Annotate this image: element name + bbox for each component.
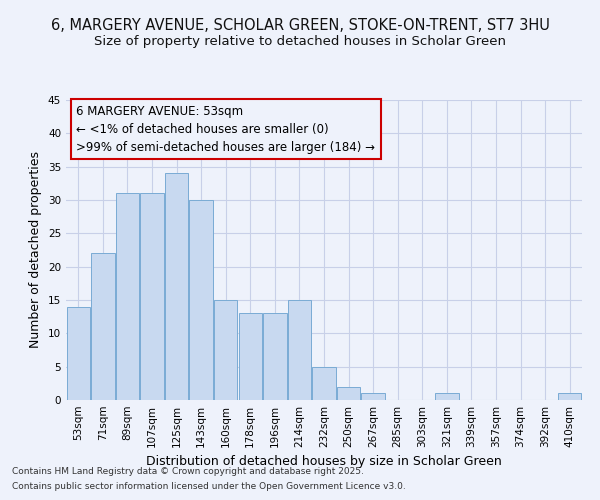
- Text: 6, MARGERY AVENUE, SCHOLAR GREEN, STOKE-ON-TRENT, ST7 3HU: 6, MARGERY AVENUE, SCHOLAR GREEN, STOKE-…: [50, 18, 550, 32]
- Bar: [337, 386, 360, 400]
- X-axis label: Distribution of detached houses by size in Scholar Green: Distribution of detached houses by size …: [146, 456, 502, 468]
- Bar: [361, 394, 385, 400]
- Bar: [239, 314, 262, 400]
- Bar: [67, 306, 90, 400]
- Text: 6 MARGERY AVENUE: 53sqm
← <1% of detached houses are smaller (0)
>99% of semi-de: 6 MARGERY AVENUE: 53sqm ← <1% of detache…: [76, 104, 376, 154]
- Bar: [214, 300, 238, 400]
- Text: Contains public sector information licensed under the Open Government Licence v3: Contains public sector information licen…: [12, 482, 406, 491]
- Bar: [263, 314, 287, 400]
- Bar: [558, 394, 581, 400]
- Bar: [116, 194, 139, 400]
- Bar: [313, 366, 335, 400]
- Bar: [91, 254, 115, 400]
- Y-axis label: Number of detached properties: Number of detached properties: [29, 152, 43, 348]
- Bar: [190, 200, 213, 400]
- Text: Size of property relative to detached houses in Scholar Green: Size of property relative to detached ho…: [94, 35, 506, 48]
- Text: Contains HM Land Registry data © Crown copyright and database right 2025.: Contains HM Land Registry data © Crown c…: [12, 467, 364, 476]
- Bar: [140, 194, 164, 400]
- Bar: [435, 394, 458, 400]
- Bar: [165, 174, 188, 400]
- Bar: [288, 300, 311, 400]
